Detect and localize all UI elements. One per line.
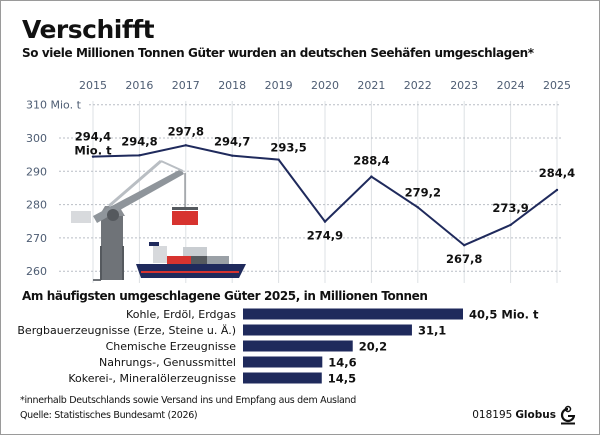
bar: [243, 340, 353, 352]
data-label: 284,4: [539, 166, 575, 180]
bar-value-label: 40,5 Mio. t: [469, 308, 539, 322]
x-tick-label: 2023: [450, 79, 478, 92]
x-tick-label: 2017: [172, 79, 200, 92]
data-point: [277, 158, 280, 161]
x-tick-label: 2019: [265, 79, 293, 92]
data-label: 297,8: [168, 124, 204, 138]
data-label: 288,4: [353, 154, 389, 168]
bar-value-label: 14,6: [328, 356, 356, 370]
data-point: [555, 188, 559, 192]
ship-icon: [136, 242, 246, 278]
bar-category-label: Bergbauerzeugnisse (Erze, Steine u. Ä.): [17, 324, 236, 337]
globus-logo-icon: [560, 405, 576, 425]
data-point: [370, 175, 373, 178]
data-point: [323, 220, 327, 223]
y-tick-label: 260: [26, 265, 47, 278]
data-label: 273,9: [492, 201, 528, 215]
y-tick-label: 310 Mio. t: [26, 99, 82, 112]
bar-category-label: Chemische Erzeugnisse: [106, 340, 237, 353]
data-point: [231, 154, 234, 157]
x-tick-label: 2025: [543, 79, 571, 92]
data-point: [509, 223, 512, 227]
bar-value-label: 31,1: [418, 324, 446, 338]
x-tick-label: 2016: [125, 79, 153, 92]
x-tick-label: 2020: [311, 79, 339, 92]
line-chart: 2015 2016 2017 2018 2019 2020 2021 2022 2023 2024…: [26, 79, 575, 283]
chart-subtitle: So viele Millionen Tonnen Güter wurden a…: [22, 46, 534, 60]
x-tick-label: 2015: [79, 79, 107, 92]
data-label: 279,2: [405, 185, 441, 199]
data-label: 294,4: [75, 130, 111, 144]
bar: [243, 356, 323, 368]
port-illustration: [71, 159, 246, 281]
data-point: [184, 144, 187, 147]
data-label: 267,8: [446, 252, 482, 266]
bar-chart: Kohle, Erdöl, Erdgas 40,5 Mio. t Bergbauer…: [17, 308, 539, 386]
footnote: *innerhalb Deutschlands sowie Versand in…: [20, 395, 357, 406]
bar-category-label: Nahrungs-, Genussmittel: [99, 356, 236, 369]
data-point: [91, 155, 95, 158]
y-tick-label: 290: [26, 165, 47, 178]
credit-id: 018195: [472, 409, 513, 421]
data-label: 294,7: [214, 135, 250, 149]
data-label: 293,5: [270, 141, 306, 155]
x-tick-label: 2021: [357, 79, 385, 92]
data-label: 294,8: [121, 134, 157, 148]
bar-category-label: Kohle, Erdöl, Erdgas: [126, 308, 236, 321]
x-tick-label: 2022: [404, 79, 432, 92]
bar: [243, 308, 463, 320]
credit: 018195 Globus: [472, 405, 577, 425]
chart-title: Verschifft: [22, 15, 155, 44]
source: Quelle: Statistisches Bundesamt (2026): [20, 410, 198, 421]
bar-category-label: Kokerei-, Mineralölerzeugnisse: [68, 372, 236, 385]
credit-brand: Globus: [515, 409, 556, 421]
data-point: [463, 244, 466, 247]
y-tick-label: 300: [26, 132, 47, 145]
data-point: [138, 154, 141, 157]
bar-value-label: 20,2: [359, 340, 387, 354]
y-tick-label: 270: [26, 232, 47, 245]
bar-chart-title: Am häufigsten umgeschlagene Güter 2025, …: [22, 289, 428, 303]
bar: [243, 324, 412, 336]
bar-value-label: 14,5: [328, 372, 356, 386]
crane-icon: [71, 159, 198, 281]
data-label: 274,9: [307, 229, 343, 243]
x-tick-label: 2024: [497, 79, 525, 92]
data-point: [416, 206, 419, 209]
data-label-unit: Mio. t: [74, 144, 112, 158]
bar: [243, 372, 322, 384]
y-tick-label: 280: [26, 199, 47, 212]
x-tick-label: 2018: [218, 79, 246, 92]
